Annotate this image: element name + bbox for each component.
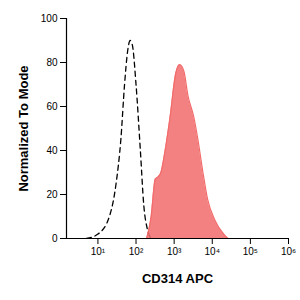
svg-text:10⁶: 10⁶ — [281, 246, 296, 257]
svg-text:80: 80 — [46, 57, 58, 68]
svg-text:10³: 10³ — [167, 246, 182, 257]
svg-text:100: 100 — [41, 13, 58, 24]
svg-text:10⁴: 10⁴ — [205, 246, 220, 257]
svg-text:10²: 10² — [129, 246, 144, 257]
svg-text:0: 0 — [52, 233, 58, 244]
svg-text:Normalized To Mode: Normalized To Mode — [16, 65, 31, 191]
svg-text:60: 60 — [46, 101, 58, 112]
svg-text:40: 40 — [46, 145, 58, 156]
svg-text:20: 20 — [46, 189, 58, 200]
svg-text:CD314 APC: CD314 APC — [142, 271, 214, 286]
svg-text:10⁵: 10⁵ — [243, 246, 258, 257]
svg-text:10¹: 10¹ — [91, 246, 106, 257]
